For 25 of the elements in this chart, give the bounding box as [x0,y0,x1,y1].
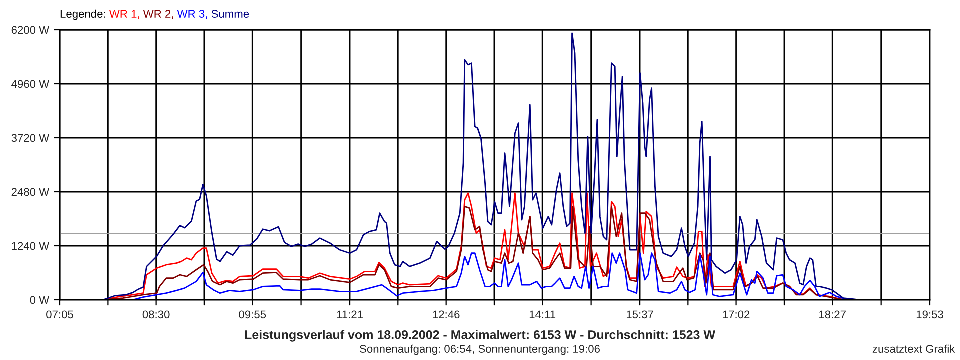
x-tick-label: 07:05 [46,310,74,319]
text: zusatztext Grafik [872,344,956,353]
x-tick-label: 11:21 [337,310,363,318]
y-tick-label: 2480 W [12,188,50,196]
x-tick-label: 09:55 [239,310,266,319]
y-tick-label: 6200 W [12,26,50,34]
x-tick-label: 18:27 [820,310,846,319]
y-tick-label: 0 W [30,296,50,304]
y-tick-label: 1240 W [12,242,50,250]
x-tick-label: 12:46 [433,310,460,319]
line-series [102,32,860,300]
x-tick-label: 19:53 [916,310,944,319]
text: Summe [212,10,250,18]
text: Leistungsverlauf vom 18.09.2002 - Maximalwert: 6153 W - Durchschnitt: 1523 W [245,330,716,342]
y-tick-label: 4960 W [12,80,50,88]
text: WR 3, [177,10,208,20]
x-tick-label: 08:30 [142,310,170,319]
text: Sonnenaufgang: 06:54, Sonnenuntergang: 19:06 [360,344,600,356]
x-tick-label: 17:02 [723,310,750,319]
x-tick-label: 14:11 [530,310,556,318]
legend-title: Legende: [60,10,106,20]
text: WR 2, [143,10,174,20]
x-tick-label: 15:37 [626,310,654,319]
y-tick-label: 3720 W [12,134,50,142]
text: WR 1, [109,10,140,20]
